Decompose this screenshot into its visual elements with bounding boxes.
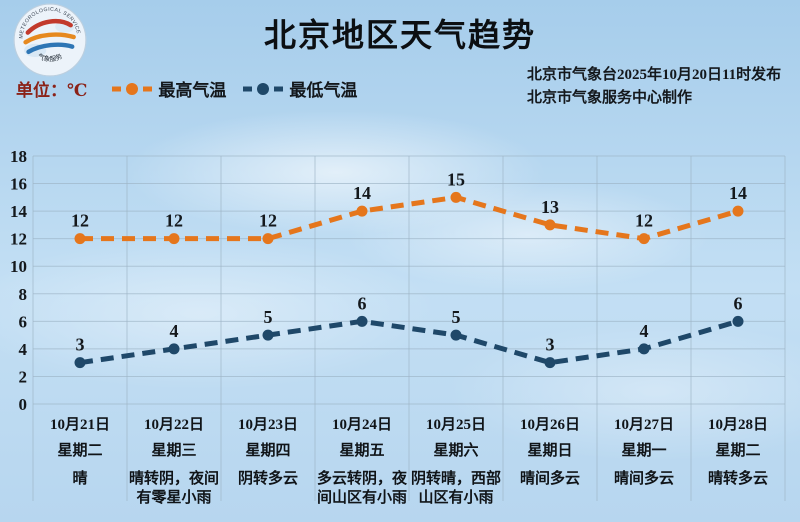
x-axis-column: 10月27日 星期一晴间多云 bbox=[597, 412, 691, 508]
x-axis-column: 10月28日 星期二晴转多云 bbox=[691, 412, 785, 508]
weather-label: 晴 bbox=[72, 471, 88, 487]
svg-text:3: 3 bbox=[76, 335, 85, 355]
legend-item-high-temp: 最高气温 bbox=[111, 76, 226, 101]
x-axis-column: 10月23日 星期四阴转多云 bbox=[221, 412, 315, 508]
svg-text:4: 4 bbox=[640, 321, 649, 341]
weather-label: 晴间多云 bbox=[519, 471, 580, 487]
svg-text:2: 2 bbox=[19, 367, 28, 386]
logo-orange-swoosh bbox=[23, 32, 76, 45]
chart-legend: 单位：℃ 最高气温 最低气温 bbox=[16, 76, 373, 101]
weekday-label: 星期一 bbox=[621, 443, 667, 459]
chart-grid bbox=[32, 155, 786, 501]
svg-text:10: 10 bbox=[10, 257, 27, 276]
page-title: 北京地区天气趋势 bbox=[263, 17, 536, 53]
svg-text:5: 5 bbox=[264, 307, 273, 327]
svg-text:12: 12 bbox=[259, 211, 277, 231]
date-label: 10月26日 bbox=[519, 417, 580, 433]
date-label: 10月27日 bbox=[613, 417, 674, 433]
svg-text:6: 6 bbox=[734, 293, 743, 313]
date-label: 10月23日 bbox=[237, 417, 298, 433]
svg-text:4: 4 bbox=[170, 321, 179, 341]
logo-badge: METEOROLOGICAL SERVICE 气象服务 bbox=[13, 3, 87, 77]
svg-text:12: 12 bbox=[10, 230, 27, 249]
low-temp-series: 3 4 5 6 5 3 4 6 bbox=[74, 293, 744, 369]
weather-label: 晴转多云 bbox=[707, 471, 768, 487]
weekday-label: 星期二 bbox=[715, 443, 761, 459]
low-temp-line-marker-icon bbox=[243, 82, 284, 95]
date-label: 10月22日 bbox=[143, 417, 204, 433]
svg-text:0: 0 bbox=[19, 395, 28, 414]
svg-text:12: 12 bbox=[71, 211, 89, 231]
weekday-label: 星期三 bbox=[151, 443, 197, 459]
svg-text:14: 14 bbox=[353, 183, 371, 203]
y-axis-ticks: 0 2 4 6 8 10 12 14 16 18 bbox=[10, 147, 28, 414]
x-axis-column: 10月25日 星期六阴转晴，西部山区有小雨 bbox=[409, 412, 503, 508]
svg-text:12: 12 bbox=[165, 211, 183, 231]
publisher-line2: 北京市气象服务中心制作 bbox=[527, 90, 693, 106]
weekday-label: 星期四 bbox=[245, 443, 291, 459]
svg-text:3: 3 bbox=[546, 335, 555, 355]
high-temp-series: 12 12 12 14 15 13 12 14 bbox=[71, 169, 747, 245]
publisher-info: 北京市气象台2025年10月20日11时发布 北京市气象服务中心制作 bbox=[527, 64, 781, 110]
svg-text:18: 18 bbox=[10, 147, 27, 166]
weather-label: 阴转多云 bbox=[237, 471, 298, 487]
logo-red-swoosh bbox=[25, 18, 73, 35]
x-axis-column: 10月24日 星期五多云转阴，夜间山区有小雨 bbox=[315, 412, 409, 508]
svg-text:13: 13 bbox=[541, 197, 559, 217]
svg-text:6: 6 bbox=[19, 312, 28, 331]
meteorological-service-logo: METEOROLOGICAL SERVICE 气象服务 bbox=[13, 3, 87, 77]
weather-label: 晴间多云 bbox=[613, 471, 674, 487]
high-temp-line-marker-icon bbox=[112, 82, 153, 95]
weekday-label: 星期五 bbox=[339, 443, 385, 459]
unit-label: 单位：℃ bbox=[16, 81, 88, 100]
weather-label: 晴转阴，夜间有零星小雨 bbox=[128, 471, 219, 506]
date-label: 10月24日 bbox=[331, 417, 392, 433]
legend-high-label: 最高气温 bbox=[158, 81, 227, 100]
svg-text:6: 6 bbox=[358, 293, 367, 313]
weekday-label: 星期六 bbox=[433, 443, 479, 459]
legend-item-low-temp: 最低气温 bbox=[242, 76, 357, 101]
x-axis-labels: 10月21日 星期二晴 10月22日 星期三 晴转阴，夜间有零星小雨 10月23日 星期四阴… bbox=[33, 412, 785, 508]
svg-text:14: 14 bbox=[10, 202, 28, 221]
svg-text:14: 14 bbox=[729, 183, 747, 203]
weekday-label: 星期二 bbox=[57, 443, 103, 459]
svg-text:15: 15 bbox=[447, 169, 465, 189]
publisher-line1: 北京市气象台2025年10月20日11时发布 bbox=[527, 67, 782, 83]
x-axis-column: 10月26日 星期日晴间多云 bbox=[503, 412, 597, 508]
x-axis-column: 10月22日 星期三晴转阴，夜间有零星小雨 bbox=[127, 412, 221, 508]
date-label: 10月28日 bbox=[707, 417, 768, 433]
svg-text:5: 5 bbox=[452, 307, 461, 327]
svg-text:8: 8 bbox=[19, 285, 28, 304]
weekday-label: 星期日 bbox=[527, 443, 573, 459]
date-label: 10月21日 bbox=[49, 417, 110, 433]
x-axis-column: 10月21日 星期二晴 bbox=[33, 412, 127, 508]
weather-label: 阴转晴，西部山区有小雨 bbox=[410, 471, 501, 506]
date-label: 10月25日 bbox=[425, 417, 486, 433]
svg-text:4: 4 bbox=[19, 340, 28, 359]
logo-blue-swoosh bbox=[26, 42, 75, 55]
legend-low-label: 最低气温 bbox=[289, 81, 358, 100]
weather-label: 多云转阴，夜间山区有小雨 bbox=[316, 471, 407, 506]
svg-text:16: 16 bbox=[10, 175, 27, 194]
svg-text:12: 12 bbox=[635, 211, 653, 231]
